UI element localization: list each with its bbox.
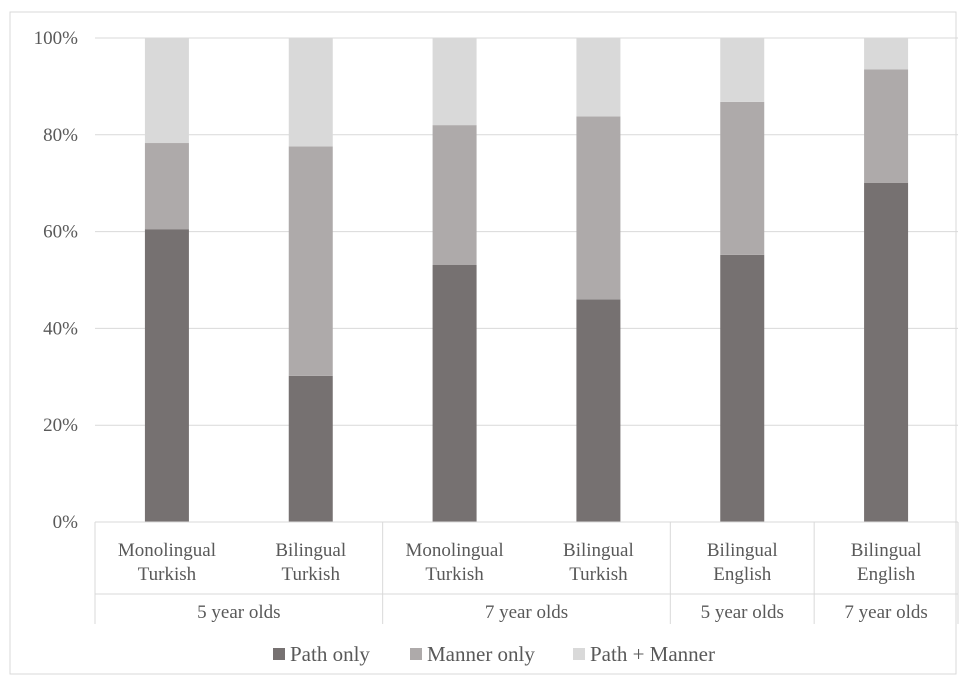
legend-swatch (573, 648, 585, 660)
legend-label: Path only (290, 642, 370, 666)
bar-segment-path-manner-4 (576, 38, 621, 117)
x-category-label: Turkish (138, 564, 197, 585)
bar-segment-path-only-2 (288, 375, 333, 522)
bar-segment-path-only-3 (432, 264, 477, 522)
bar-segment-manner-only-1 (144, 143, 189, 230)
bar-segment-manner-only-3 (432, 125, 477, 265)
x-category-label: Turkish (282, 564, 341, 585)
legend: Path only Manner only Path + Manner (273, 642, 715, 666)
legend-label: Path + Manner (590, 642, 715, 666)
bar-segment-manner-only-2 (288, 146, 333, 376)
bar-segment-path-manner-5 (720, 38, 765, 102)
bar-segment-manner-only-5 (720, 101, 765, 255)
bar-segment-path-manner-2 (288, 38, 333, 147)
x-category-label: Bilingual (851, 540, 922, 561)
bar-segment-path-manner-3 (432, 38, 477, 126)
legend-swatch (410, 648, 422, 660)
bar-segment-path-only-5 (720, 254, 765, 522)
bar-segment-manner-only-6 (864, 69, 909, 183)
x-category-label: Bilingual (707, 540, 778, 561)
bar-segment-path-manner-6 (864, 38, 909, 70)
x-category-label: Bilingual (275, 540, 346, 561)
x-category-label: Turkish (425, 564, 484, 585)
y-tick-label: 40% (43, 318, 78, 339)
x-group-label: 5 year olds (197, 602, 280, 623)
bar-segment-path-only-6 (864, 182, 909, 522)
x-group-label: 5 year olds (701, 602, 784, 623)
y-tick-label: 0% (53, 512, 79, 533)
legend-swatch (273, 648, 285, 660)
x-category-label: Monolingual (405, 540, 503, 561)
x-group-label: 7 year olds (485, 602, 568, 623)
bar-segment-path-only-1 (144, 229, 189, 522)
x-category-label: English (713, 564, 772, 585)
x-category-label: Turkish (569, 564, 628, 585)
y-tick-label: 20% (43, 415, 78, 436)
gridlines (95, 37, 958, 426)
x-category-label: English (857, 564, 916, 585)
x-axis: 5 year olds 7 year olds 5 year olds 7 year … (94, 521, 959, 624)
bars (144, 38, 909, 522)
x-category-label: Monolingual (118, 540, 216, 561)
y-tick-label: 100% (34, 28, 79, 49)
bar-segment-path-manner-1 (144, 38, 189, 144)
y-tick-label: 80% (43, 125, 78, 146)
bar-segment-manner-only-4 (576, 116, 621, 300)
y-tick-label: 60% (43, 222, 78, 243)
x-group-label: 7 year olds (844, 602, 927, 623)
x-category-label: Bilingual (563, 540, 634, 561)
y-axis-ticks: 0% 20% 40% 60% 80% 100% (34, 28, 79, 533)
legend-label: Manner only (427, 642, 535, 666)
bar-segment-path-only-4 (576, 299, 621, 522)
